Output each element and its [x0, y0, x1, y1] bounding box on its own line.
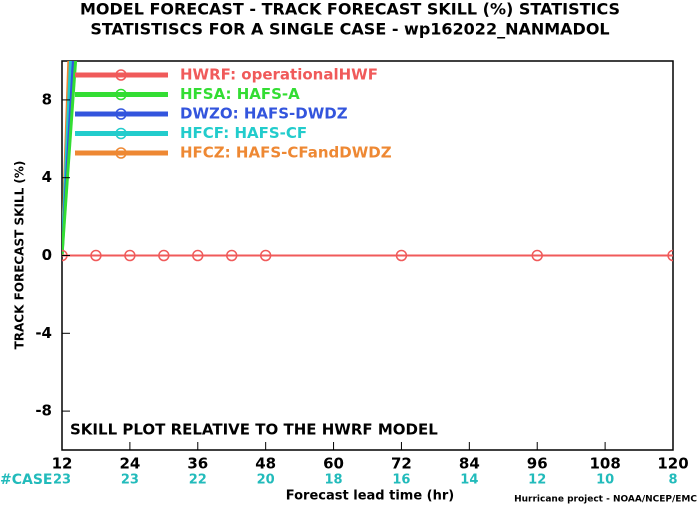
- y-tick-label: 4: [42, 168, 52, 186]
- marker: [259, 249, 272, 262]
- case-count: 22: [189, 473, 207, 488]
- marker: [124, 249, 136, 262]
- marker: [531, 249, 543, 262]
- legend-marker: [115, 88, 127, 101]
- legend-marker: [115, 127, 127, 140]
- x-tick-label: 72: [391, 455, 412, 473]
- x-tick-label: 12: [52, 455, 73, 473]
- y-tick-label: 0: [42, 246, 52, 264]
- series-line: [62, 61, 78, 256]
- marker: [667, 249, 673, 262]
- legend-marker: [115, 108, 127, 120]
- x-tick-label: 48: [255, 455, 276, 473]
- y-tick-label: -4: [35, 324, 52, 342]
- footer: Hurricane project - NOAA/NCEP/EMC: [514, 495, 697, 505]
- marker: [158, 249, 170, 262]
- case-count: 10: [596, 473, 614, 488]
- case-count: 23: [53, 473, 71, 488]
- y-tick-label: 8: [42, 90, 52, 108]
- legend-label: HFSA: HAFS-A: [180, 85, 300, 103]
- x-tick-label: 96: [527, 455, 548, 473]
- marker: [90, 249, 102, 262]
- y-axis-label: TRACK FORECAST SKILL (%): [13, 161, 27, 350]
- x-tick-label: 108: [589, 455, 620, 473]
- x-axis-label: Forecast lead time (hr): [286, 489, 454, 504]
- case-count: 12: [528, 473, 546, 488]
- marker: [395, 249, 408, 262]
- y-tick-label: -8: [35, 402, 52, 420]
- case-count: 8: [668, 473, 677, 488]
- x-tick-label: 24: [119, 455, 140, 473]
- case-label: #CASE: [0, 472, 53, 488]
- plot: [62, 61, 673, 262]
- case-count: 23: [121, 473, 139, 488]
- marker: [225, 249, 238, 262]
- legend-label: DWZO: HAFS-DWDZ: [180, 105, 348, 123]
- legend-label: HFCZ: HAFS-CFandDWDZ: [180, 144, 392, 162]
- annotation: SKILL PLOT RELATIVE TO THE HWRF MODEL: [70, 421, 438, 439]
- case-count: 18: [325, 473, 343, 488]
- case-count: 14: [460, 473, 478, 488]
- legend-label: HFCF: HAFS-CF: [180, 124, 307, 142]
- marker: [192, 249, 204, 262]
- case-count: 20: [257, 473, 275, 488]
- case-count: 16: [392, 473, 410, 488]
- x-tick-label: 84: [459, 455, 480, 473]
- x-tick-label: 120: [657, 455, 688, 473]
- chart-subtitle: STATISTISCS FOR A SINGLE CASE - wp162022…: [90, 20, 609, 39]
- x-tick-label: 60: [323, 455, 344, 473]
- legend-marker: [115, 147, 127, 159]
- legend-label: HWRF: operationalHWF: [180, 66, 378, 84]
- chart-title: MODEL FORECAST - TRACK FORECAST SKILL (%…: [80, 0, 620, 19]
- series-line: [62, 61, 72, 256]
- legend-marker: [115, 69, 127, 81]
- x-tick-label: 36: [187, 455, 208, 473]
